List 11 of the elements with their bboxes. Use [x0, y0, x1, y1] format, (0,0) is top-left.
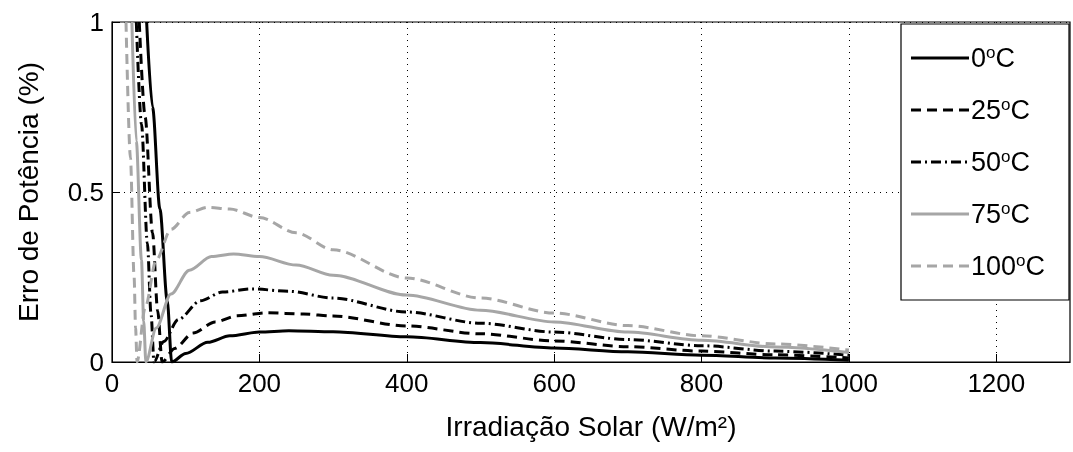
x-tick-label: 400 — [385, 368, 429, 398]
x-axis-title: Irradiação Solar (W/m²) — [445, 410, 737, 442]
x-tick-label: 200 — [237, 368, 282, 398]
y-tick-label: 1 — [89, 7, 104, 37]
x-tick-label: 1000 — [820, 368, 878, 398]
x-tick-label: 800 — [679, 368, 724, 398]
y-tick-label: 0 — [89, 347, 104, 377]
y-tick-label: 0.5 — [67, 177, 104, 207]
x-tick-label: 1200 — [967, 368, 1026, 398]
x-tick-label: 600 — [532, 368, 576, 398]
y-axis-title: Erro de Potência (%) — [12, 62, 44, 322]
